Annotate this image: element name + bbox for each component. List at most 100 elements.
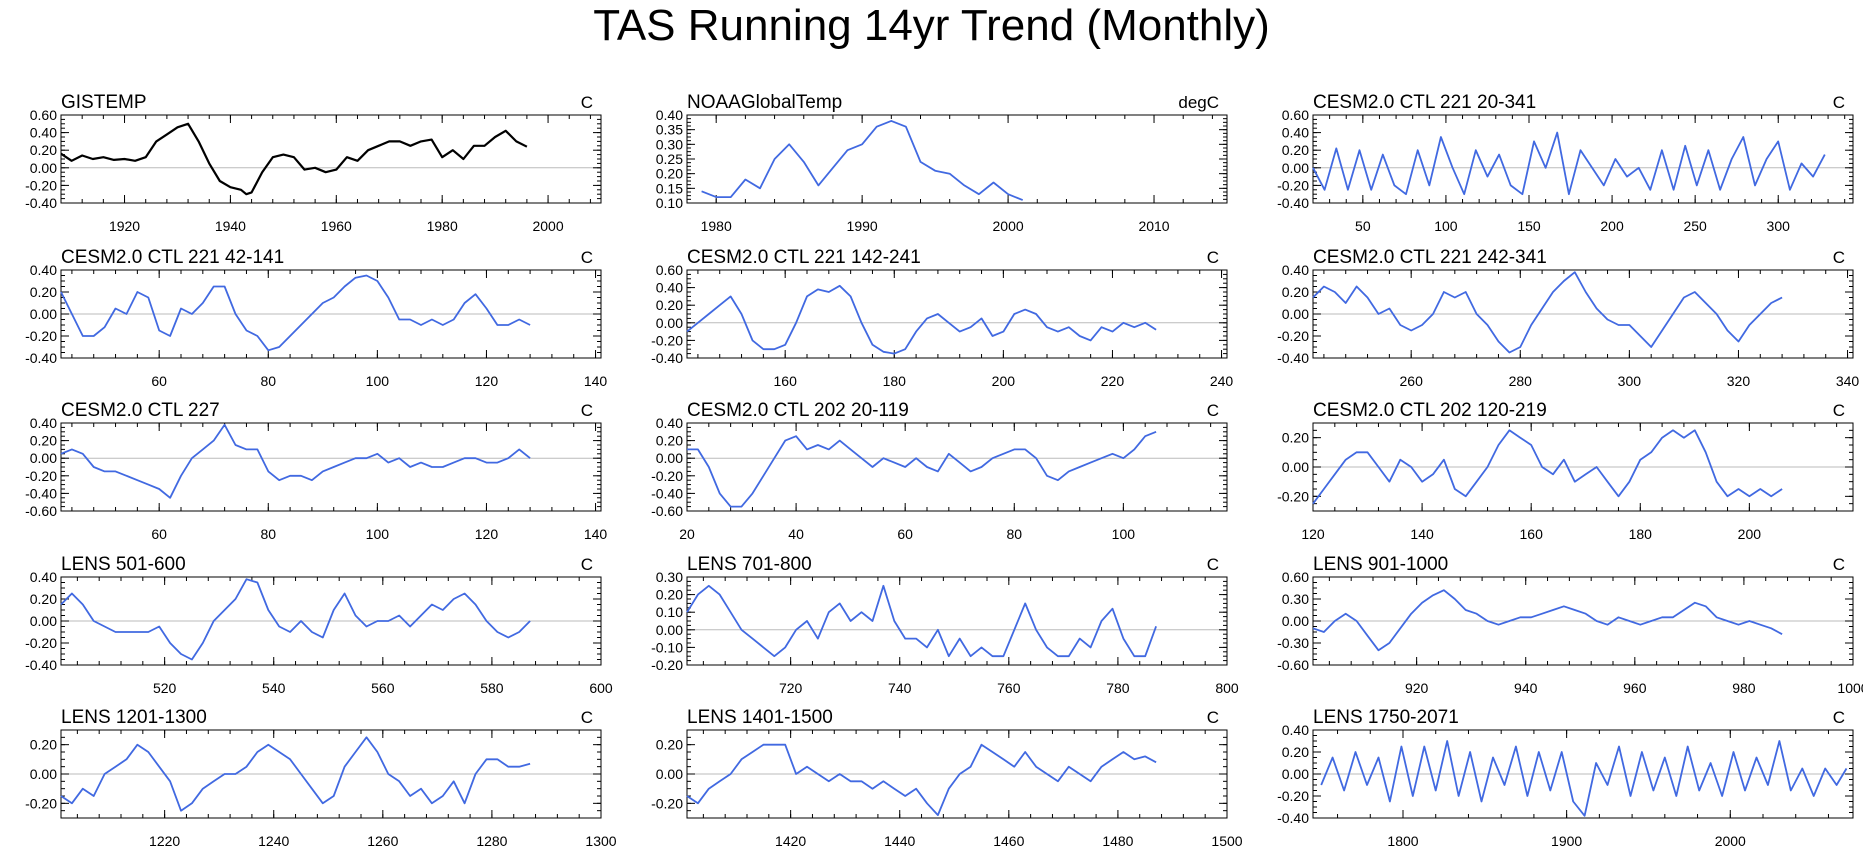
series-line-cesm2-0-ctl-221: [686, 284, 1157, 355]
y-tick-label: 0.60: [1282, 569, 1309, 585]
x-tick-label: 80: [1006, 526, 1022, 542]
x-tick-label: 1300: [585, 833, 616, 849]
x-tick-label: 1990: [847, 218, 878, 234]
x-tick-label: 40: [788, 526, 804, 542]
x-tick-label: 20: [679, 526, 695, 542]
y-tick-label: 0.00: [1282, 160, 1309, 176]
x-tick-label: 1960: [321, 218, 352, 234]
x-tick-label: 520: [153, 680, 177, 696]
x-tick-label: 2000: [993, 218, 1024, 234]
panel-15: LENS 1750-2071 C -0.40 -0.20 0.00 0.20 0.40 180…: [1277, 707, 1854, 849]
panel-5: CESM2.0 CTL 221 142-241 C -0.40 -0.200.00 0.…: [651, 247, 1233, 389]
y-tick-label: -0.20: [1277, 488, 1309, 504]
x-tick-label: 180: [1629, 526, 1653, 542]
x-tick-label: 1900: [1551, 833, 1582, 849]
panel-title: LENS 1401-1500: [687, 707, 833, 728]
y-tick-label: -0.40: [1277, 195, 1309, 211]
x-tick-label: 100: [1112, 526, 1136, 542]
panel-title: GISTEMP: [61, 92, 147, 113]
y-tick-label: -0.60: [1277, 657, 1309, 673]
x-tick-label: 740: [888, 680, 912, 696]
y-tick-label: 0.40: [30, 415, 57, 431]
y-tick-label: -0.20: [25, 635, 57, 651]
x-tick-label: 340: [1836, 373, 1860, 389]
y-tick-label: 0.40: [30, 569, 57, 585]
y-tick-label: -0.40: [1277, 810, 1309, 826]
panel-12: LENS 901-1000 C -0.60 -0.30 0.00 0.30 0.60 920 9…: [1277, 554, 1863, 696]
panel-units: C: [1207, 555, 1219, 574]
y-tick-label: 0.10: [656, 604, 683, 620]
x-tick-label: 1240: [258, 833, 289, 849]
x-tick-label: 780: [1106, 680, 1130, 696]
series-line-cesm2-0-ctl-221: [60, 274, 531, 352]
series-line-lens: [686, 584, 1157, 658]
series-line-lens: [1320, 740, 1848, 817]
x-tick-label: 320: [1727, 373, 1751, 389]
y-tick-label: 0.35: [656, 122, 683, 138]
x-tick-label: 240: [1210, 373, 1234, 389]
x-tick-label: 960: [1623, 680, 1647, 696]
x-tick-label: 120: [475, 373, 499, 389]
y-tick-label: 0.40: [1282, 262, 1309, 278]
y-tick-label: -0.20: [651, 795, 683, 811]
x-tick-label: 1440: [884, 833, 915, 849]
y-tick-label: -0.60: [651, 503, 683, 519]
x-tick-label: 2010: [1138, 218, 1169, 234]
y-tick-label: 0.20: [30, 433, 57, 449]
y-tick-label: 0.20: [30, 737, 57, 753]
y-tick-label: 0.60: [656, 262, 683, 278]
plot-frame: [686, 114, 1228, 204]
y-tick-label: -0.10: [651, 639, 683, 655]
series-line-cesm2-0-ctl-202: [687, 430, 1157, 508]
x-tick-label: 50: [1355, 218, 1371, 234]
panel-title: CESM2.0 CTL 227: [61, 400, 220, 421]
panel-units: C: [1833, 248, 1845, 267]
series-line-gistemp: [60, 122, 528, 196]
y-tick-label: 0.20: [1282, 744, 1309, 760]
panel-units: C: [1833, 555, 1845, 574]
panel-title: CESM2.0 CTL 202 20-119: [687, 400, 909, 421]
x-tick-label: 120: [475, 526, 499, 542]
y-tick-label: 0.40: [656, 415, 683, 431]
series-line-lens: [686, 743, 1157, 816]
x-tick-label: 300: [1767, 218, 1791, 234]
x-tick-label: 2000: [532, 218, 563, 234]
y-tick-label: 0.00: [30, 160, 57, 176]
y-tick-label: -0.20: [1277, 328, 1309, 344]
x-tick-label: 1000: [1837, 680, 1863, 696]
plot-frame: [60, 422, 602, 512]
y-tick-label: 0.00: [1282, 459, 1309, 475]
x-tick-label: 140: [1410, 526, 1434, 542]
x-tick-label: 600: [589, 680, 613, 696]
x-tick-label: 100: [366, 373, 390, 389]
x-tick-label: 720: [779, 680, 803, 696]
panel-title: LENS 1750-2071: [1313, 707, 1459, 728]
y-tick-label: 0.40: [30, 125, 57, 141]
y-tick-label: -0.40: [651, 485, 683, 501]
x-tick-label: 140: [584, 526, 608, 542]
figure-title: TAS Running 14yr Trend (Monthly): [593, 1, 1270, 50]
panel-units: degC: [1178, 93, 1219, 112]
y-tick-label: 0.60: [1282, 107, 1309, 123]
x-tick-label: 150: [1517, 218, 1541, 234]
y-tick-label: 0.40: [1282, 722, 1309, 738]
x-tick-label: 140: [584, 373, 608, 389]
x-tick-label: 300: [1618, 373, 1642, 389]
panel-14: LENS 1401-1500 C -0.20 0.00 0.20 1420 1440 1460…: [651, 707, 1243, 849]
x-tick-label: 60: [151, 526, 167, 542]
panel-title: NOAAGlobalTemp: [687, 92, 842, 113]
x-tick-label: 800: [1215, 680, 1239, 696]
x-tick-label: 100: [366, 526, 390, 542]
x-tick-label: 1260: [367, 833, 398, 849]
y-tick-label: -0.20: [25, 468, 57, 484]
y-tick-label: 0.30: [656, 136, 683, 152]
plot-frame: [1312, 114, 1854, 204]
panel-title: LENS 701-800: [687, 554, 812, 575]
y-tick-label: -0.20: [25, 328, 57, 344]
y-tick-label: -0.40: [25, 657, 57, 673]
x-tick-label: 200: [1738, 526, 1762, 542]
x-tick-label: 160: [1520, 526, 1544, 542]
x-tick-label: 560: [371, 680, 395, 696]
y-tick-label: 0.20: [656, 166, 683, 182]
